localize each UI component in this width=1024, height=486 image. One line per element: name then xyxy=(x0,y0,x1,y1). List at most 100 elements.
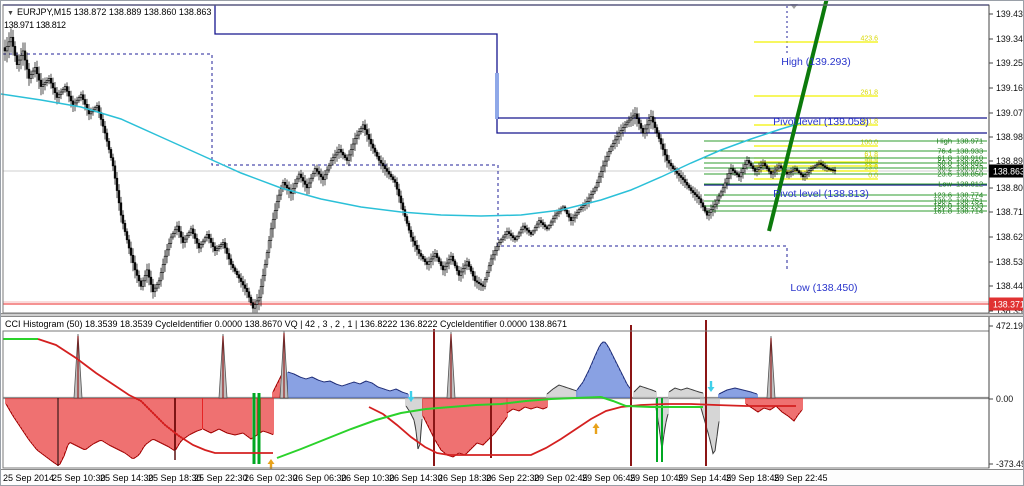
candle-body xyxy=(45,80,49,83)
candle-body xyxy=(695,194,699,197)
histogram-bar xyxy=(428,398,430,428)
histogram-bar xyxy=(230,398,232,434)
histogram-bar xyxy=(618,368,620,398)
candle-body xyxy=(711,206,715,210)
time-axis[interactable]: 25 Sep 2014 25 Sep 10:30 25 Sep 14:30 25 Se… xyxy=(1,469,1023,485)
histogram-bar xyxy=(343,385,345,398)
histogram-bar xyxy=(649,389,651,398)
histogram-bar xyxy=(145,398,147,445)
candle-body xyxy=(449,255,453,260)
candle-body xyxy=(263,264,267,276)
candle-body xyxy=(815,164,819,167)
candle-body xyxy=(779,165,783,169)
histogram-bar xyxy=(538,398,540,408)
candle-body xyxy=(139,280,143,287)
candle-body xyxy=(599,171,603,178)
candle-body xyxy=(649,116,653,122)
histogram-bar xyxy=(73,398,75,445)
candle-body xyxy=(153,287,157,293)
histogram-bar xyxy=(448,398,450,456)
candle-body xyxy=(19,55,23,61)
histogram-bar xyxy=(297,376,299,398)
candle-body xyxy=(109,149,113,158)
histogram-bar xyxy=(55,398,57,464)
candle-body xyxy=(325,169,329,176)
candle-body xyxy=(471,270,475,277)
candle-body xyxy=(237,274,241,279)
trend-line xyxy=(767,1,829,232)
histogram-bar xyxy=(212,398,214,432)
candle-body xyxy=(507,231,511,234)
histogram-bar xyxy=(264,398,266,432)
histogram-bar xyxy=(305,379,307,398)
candle-body xyxy=(503,234,507,238)
histogram-bar xyxy=(301,377,303,398)
histogram-bar xyxy=(7,398,9,408)
price-chart-panel[interactable]: 423.6261.8161.8100.061.850.038.223.60.0H… xyxy=(1,1,1024,317)
candle-body xyxy=(145,269,149,276)
histogram-bar xyxy=(639,386,641,398)
candle-body xyxy=(811,166,815,169)
histogram-bar xyxy=(262,398,264,431)
time-axis-label: 26 Sep 10:30 xyxy=(341,473,395,483)
candle-body xyxy=(777,165,781,169)
candle-body xyxy=(701,202,705,208)
candle-body xyxy=(689,187,693,191)
histogram-bar xyxy=(442,398,444,452)
candle-body xyxy=(605,156,609,162)
histogram-bar xyxy=(309,377,311,398)
histogram-bar xyxy=(748,391,750,398)
candle-body xyxy=(303,180,307,185)
candle-body xyxy=(365,129,369,135)
histogram-bar xyxy=(474,398,476,445)
candle-body xyxy=(27,68,31,79)
histogram-bar xyxy=(407,398,409,409)
candle-body xyxy=(613,139,617,144)
current-price-tag xyxy=(989,164,1023,178)
histogram-bar xyxy=(522,398,524,409)
histogram-bar xyxy=(413,398,415,420)
histogram-bar xyxy=(637,388,639,398)
candle-body xyxy=(769,171,773,175)
red-signal-line xyxy=(37,338,273,454)
panel-splitter[interactable] xyxy=(1,313,1023,317)
candle-body xyxy=(435,253,439,258)
fib-level-name: 138.2 xyxy=(933,197,952,206)
candle-body xyxy=(733,170,737,174)
fib-level-value: 138.714 xyxy=(956,207,983,216)
histogram-bar xyxy=(799,398,801,413)
price-axis-label: 138.530 xyxy=(996,257,1024,267)
candle-body xyxy=(283,182,287,186)
histogram-bar xyxy=(736,388,738,398)
fib-expansion-label: 100.0 xyxy=(860,140,878,147)
fib-level-value: 138.971 xyxy=(956,137,983,146)
candle-body xyxy=(151,284,155,293)
histogram-bar xyxy=(622,376,624,398)
candle-body xyxy=(699,198,703,204)
candle-body xyxy=(353,138,357,145)
candle-body xyxy=(823,165,827,168)
histogram-bar xyxy=(27,398,29,439)
candle-body xyxy=(759,164,763,168)
indicator-axis-label: 472.1934 xyxy=(996,321,1024,331)
histogram-bar xyxy=(670,390,672,398)
histogram-bar xyxy=(492,398,494,435)
candle-body xyxy=(329,160,333,166)
histogram-bar xyxy=(303,378,305,398)
symbol-dropdown-icon[interactable]: ▼ xyxy=(7,10,14,17)
candle-body xyxy=(203,237,207,242)
histogram-bar xyxy=(458,398,460,453)
histogram-bar xyxy=(218,398,220,429)
candle-body xyxy=(75,99,79,104)
cci-histogram-panel[interactable]: 472.1934 0.00 -373.4900 xyxy=(1,317,1024,469)
candle-body xyxy=(229,258,233,265)
fib-level-name: 150.0 xyxy=(933,202,952,211)
candle-body xyxy=(179,231,183,238)
candle-body xyxy=(31,70,35,75)
candle-body xyxy=(529,231,533,235)
histogram-bar xyxy=(716,398,718,436)
candle-body xyxy=(127,239,131,249)
histogram-bar xyxy=(468,398,470,451)
histogram-bar xyxy=(584,378,586,398)
price-axis-label: 138.890 xyxy=(996,156,1024,166)
